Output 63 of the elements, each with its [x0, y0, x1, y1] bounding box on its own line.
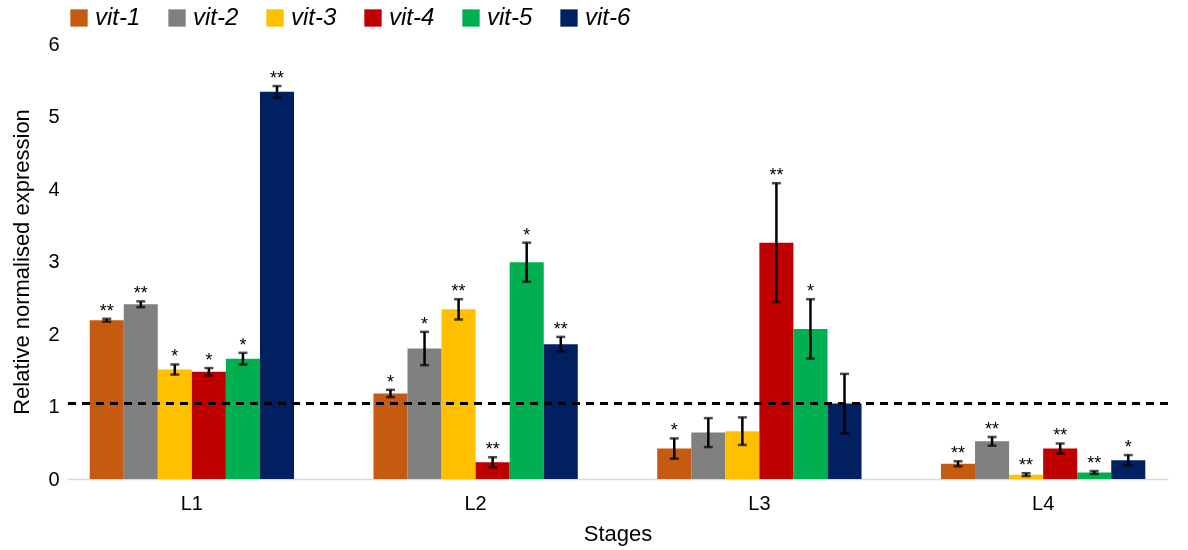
bar	[89, 320, 124, 479]
data-label: *	[1124, 437, 1132, 458]
bar	[1077, 472, 1112, 479]
y-tick-label: 6	[48, 32, 60, 55]
bar	[157, 369, 192, 479]
y-tick-label: 1	[48, 395, 60, 417]
data-label: **	[951, 443, 966, 464]
x-tick-label: L2	[464, 491, 487, 514]
y-tick-label: 2	[48, 322, 60, 345]
y-tick-label: 3	[48, 250, 60, 272]
bar	[759, 242, 794, 479]
bar	[1111, 460, 1146, 479]
data-label: **	[1019, 455, 1034, 476]
data-label: *	[806, 281, 814, 302]
x-axis-title: Stages	[583, 520, 653, 546]
data-label: **	[1087, 453, 1102, 474]
data-label: **	[769, 165, 784, 186]
data-label: **	[451, 281, 466, 302]
bar	[373, 393, 408, 479]
data-label: **	[485, 439, 500, 460]
bar	[975, 441, 1010, 479]
data-label: *	[670, 420, 678, 441]
bar	[691, 432, 726, 479]
legend-label: vit-4	[389, 3, 435, 30]
y-axis-title: Relative normalised expression	[9, 109, 35, 415]
y-tick-label: 4	[48, 177, 60, 200]
data-label: *	[171, 346, 179, 367]
legend-label: vit-1	[95, 3, 141, 30]
bar	[475, 462, 510, 479]
data-label: **	[1053, 425, 1068, 446]
bar	[1043, 448, 1078, 479]
y-tick-label: 5	[48, 105, 60, 127]
data-label: *	[523, 224, 531, 245]
data-label: *	[421, 313, 429, 334]
bar	[509, 262, 544, 479]
bar	[657, 448, 692, 479]
bar	[827, 403, 862, 479]
x-tick-label: L1	[180, 491, 203, 514]
data-label: *	[205, 350, 213, 371]
bar	[441, 309, 476, 479]
bar	[123, 304, 158, 479]
bar	[259, 91, 295, 479]
data-label: **	[99, 300, 114, 321]
legend-label: vit-5	[487, 3, 533, 30]
data-label: **	[553, 318, 568, 339]
bar	[543, 344, 578, 479]
legend-label: vit-2	[193, 3, 239, 30]
y-tick-label: 0	[48, 467, 60, 490]
data-label: *	[386, 371, 394, 392]
legend-label: vit-3	[291, 3, 337, 30]
data-label: **	[133, 283, 148, 304]
x-tick-label: L3	[748, 491, 771, 514]
x-tick-label: L4	[1032, 491, 1055, 514]
bar	[191, 371, 226, 479]
data-label: **	[985, 418, 1000, 439]
data-label: *	[239, 334, 247, 355]
bar	[225, 358, 260, 479]
legend-label: vit-6	[585, 3, 631, 30]
bar	[407, 348, 442, 479]
data-label: **	[269, 68, 284, 89]
bar	[940, 463, 976, 479]
bar	[725, 431, 760, 479]
bar	[793, 328, 828, 479]
